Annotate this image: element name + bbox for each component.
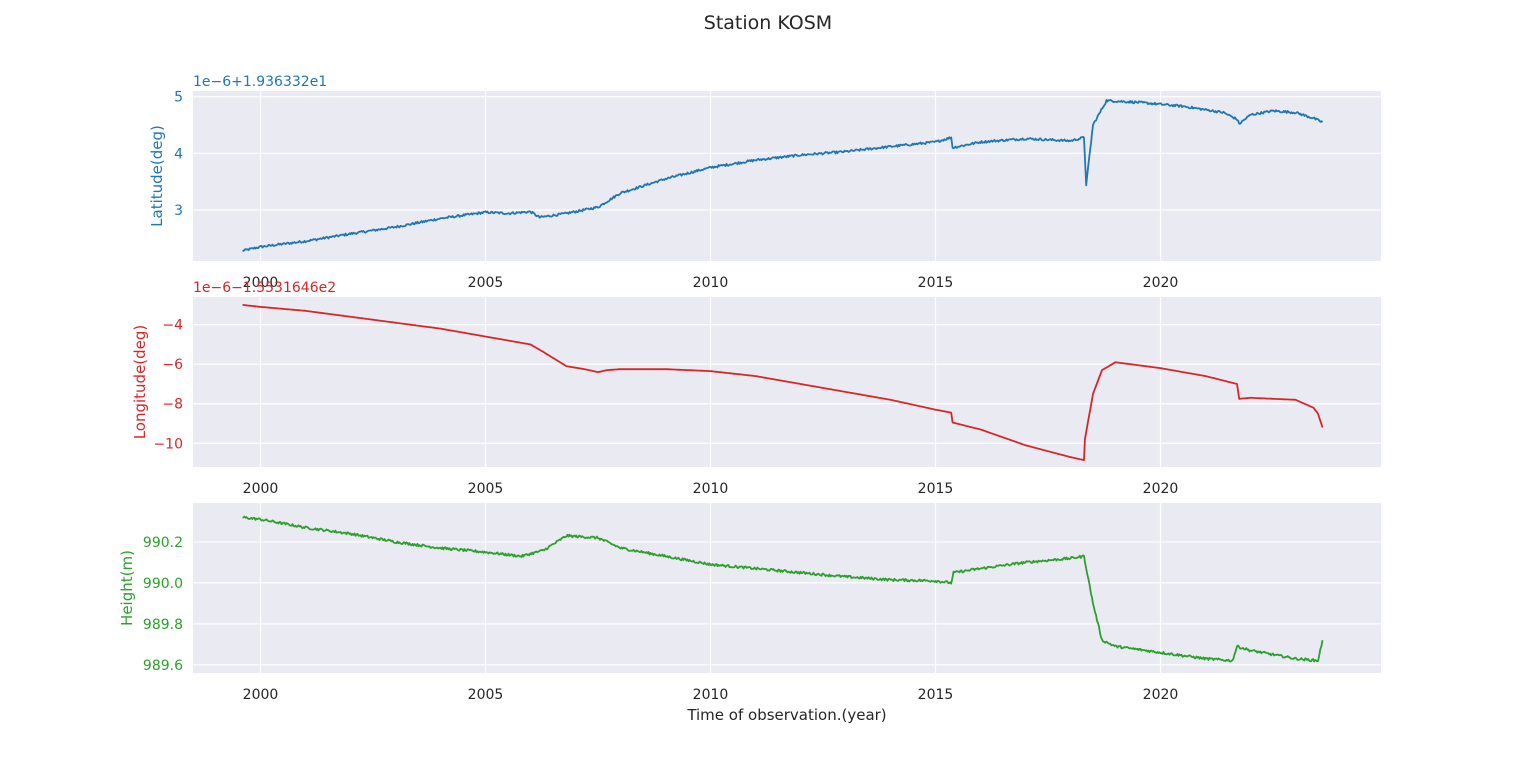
y-tick-label: −8 bbox=[162, 397, 183, 413]
offset-label-latitude: 1e−6+1.936332e1 bbox=[193, 74, 327, 90]
subplot-longitude: 2000 2005 2010 2015 2020 −4 −6 −8 −10Longitude(d… bbox=[131, 280, 1381, 497]
y-tick-label: −10 bbox=[153, 436, 183, 452]
y-tick-label: −6 bbox=[162, 357, 183, 373]
x-tick-label: 2015 bbox=[918, 275, 954, 291]
x-tick-label: 2015 bbox=[918, 481, 954, 497]
x-tick-label: 2000 bbox=[243, 275, 279, 291]
x-tick-label: 2005 bbox=[468, 481, 504, 497]
subplots: 2000 2005 2010 2015 2020 3 4 5 Latitude(deg) 1e−6… bbox=[118, 74, 1381, 703]
x-tick-label: 2010 bbox=[693, 481, 729, 497]
y-tick-label: −4 bbox=[162, 318, 183, 334]
series-line-latitude bbox=[242, 99, 1324, 252]
x-tick-label: 2010 bbox=[693, 275, 729, 291]
x-tick-label: 2005 bbox=[468, 687, 504, 703]
y-tick-label: 989.8 bbox=[143, 617, 183, 633]
y-tick-label: 3 bbox=[174, 203, 183, 219]
figure-title: Station KOSM bbox=[704, 12, 832, 34]
y-tick-label: 990.0 bbox=[143, 576, 183, 592]
y-axis-label-latitude: Latitude(deg) bbox=[148, 125, 166, 227]
y-tick-label: 4 bbox=[174, 146, 183, 162]
y-tick-label: 990.2 bbox=[143, 535, 183, 551]
subplot-latitude: 2000 2005 2010 2015 2020 3 4 5 Latitude(deg) 1e−6… bbox=[148, 74, 1381, 291]
x-tick-label: 2015 bbox=[918, 687, 954, 703]
x-axis-label: Time of observation.(year) bbox=[686, 706, 886, 724]
y-tick-label: 5 bbox=[174, 90, 183, 106]
series-line-height bbox=[242, 515, 1324, 663]
x-tick-label: 2020 bbox=[1143, 481, 1179, 497]
y-axis-label-longitude: Longitude(deg) bbox=[131, 325, 149, 440]
offset-label-longitude: 1e−6−1.5531646e2 bbox=[193, 280, 336, 296]
plot-area-height bbox=[193, 503, 1381, 673]
y-tick-label: 989.6 bbox=[143, 658, 183, 674]
y-axis-label-height: Height(m) bbox=[118, 550, 136, 626]
plot-area-latitude bbox=[193, 91, 1381, 261]
series-line-longitude bbox=[242, 304, 1324, 462]
x-tick-label: 2020 bbox=[1143, 275, 1179, 291]
subplot-height: 2000 2005 2010 2015 2020 989.6 989.8 990.0 990.2… bbox=[118, 503, 1381, 703]
x-tick-label: 2010 bbox=[693, 687, 729, 703]
x-tick-label: 2000 bbox=[243, 687, 279, 703]
x-tick-label: 2000 bbox=[243, 481, 279, 497]
x-tick-label: 2020 bbox=[1143, 687, 1179, 703]
x-tick-label: 2005 bbox=[468, 275, 504, 291]
